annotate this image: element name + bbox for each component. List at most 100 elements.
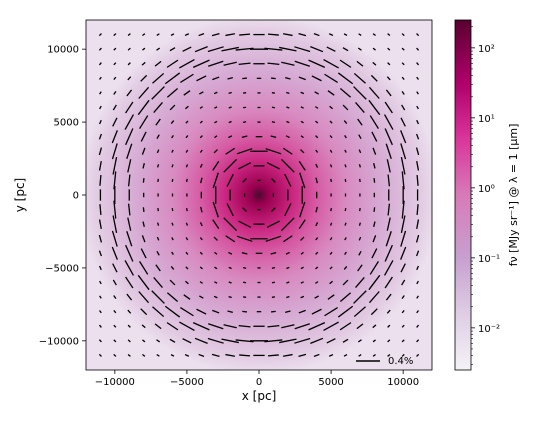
polarization-vector [372,147,377,155]
polarization-vector [125,276,134,289]
polarization-vector [242,266,247,269]
polarization-vector [98,62,102,66]
polarization-vector [200,206,203,213]
polarization-vector [343,120,348,124]
polarization-vector [372,33,376,36]
polarization-vector [372,235,377,243]
polarization-vector [329,105,333,110]
scale-bar-label: 0.4% [388,356,413,367]
polarization-vector [223,324,237,329]
polarization-vector [151,290,165,304]
polarization-vector [271,178,276,183]
polarization-vector [353,86,367,100]
polarization-vector [283,353,293,357]
polarization-vector [386,76,391,81]
polarization-vector [270,252,277,255]
polarization-vector [185,237,189,241]
polarization-vector [141,147,146,155]
polarization-vector [286,106,290,109]
polarization-vector [285,77,291,80]
polarization-vector [299,201,306,218]
polarization-vector [185,207,188,212]
polarization-vector [281,61,295,66]
polarization-vector [342,279,349,286]
polarization-vector [371,131,378,142]
polarization-vector [199,237,203,241]
polarization-vector [337,72,354,85]
polarization-vector [370,308,378,316]
polarization-vector [241,135,248,138]
polarization-vector [140,131,147,142]
polarization-vector [315,149,319,153]
polarization-vector [223,61,237,66]
polarization-vector [271,121,276,124]
polarization-vector [98,353,102,357]
polarization-vector [416,280,419,285]
polarization-vector [200,177,203,184]
polarization-vector [228,106,232,109]
colorbar-ticks: 10⁻² 10⁻¹ 10⁰ 10¹ 10² [471,26,500,365]
polarization-vector [99,204,102,216]
polarization-vector [113,171,117,190]
polarization-vector [185,149,189,153]
polarization-vector [171,237,174,241]
polarization-vector [225,235,236,243]
polarization-vector [185,266,189,270]
polarization-vector [311,75,322,82]
polarization-vector [142,163,145,169]
polarization-vector [199,163,203,168]
polarization-vector [99,105,102,110]
polarization-vector [329,222,333,226]
polarization-vector [266,162,280,170]
polarization-vector [239,33,251,36]
polarization-vector [226,203,234,217]
polarization-vector [329,280,333,285]
polarization-vector [286,120,290,124]
polarization-vector [282,147,293,155]
polarization-vector [142,47,146,51]
polarization-vector [225,147,236,155]
polarization-vector [416,161,420,171]
polarization-vector [98,234,103,243]
polarization-vector [387,353,391,357]
polarization-vector [142,339,146,343]
polarization-vector [266,220,280,228]
polarization-vector [401,353,405,357]
polarization-vector [194,337,208,344]
polarization-vector [112,279,117,286]
polarization-vector [281,217,295,231]
polarization-vector [271,207,276,212]
polarization-vector [98,161,102,171]
polarization-vector [99,76,102,80]
polarization-vector [228,281,232,284]
polarization-vector [358,222,361,226]
polarization-vector [113,295,117,300]
polarization-vector [112,157,118,175]
polarization-vector [387,339,391,343]
polarization-vector [315,163,319,168]
polarization-vector [386,159,391,173]
polarization-vector [213,295,218,299]
polarization-vector [298,76,306,81]
polarization-vector [99,280,102,285]
polarization-vector [357,47,362,51]
polarization-vector [308,322,326,331]
polarization-vector [400,246,407,260]
polarization-vector [400,117,406,127]
polarization-vector [127,324,131,328]
polarization-vector [300,251,304,255]
polarization-vector [212,219,220,230]
polarization-vector [372,61,377,66]
polarization-vector [152,306,165,318]
polarization-vector [242,77,247,80]
polarization-vector [98,133,102,140]
polarization-vector [298,353,307,358]
polarization-vector [300,295,305,299]
polarization-vector [236,235,253,242]
polarization-vector [387,203,391,216]
polarization-vector [156,134,160,139]
polarization-vector [207,337,224,344]
polarization-vector [401,90,405,95]
polarization-vector [228,135,233,139]
polarization-vector [156,354,160,357]
